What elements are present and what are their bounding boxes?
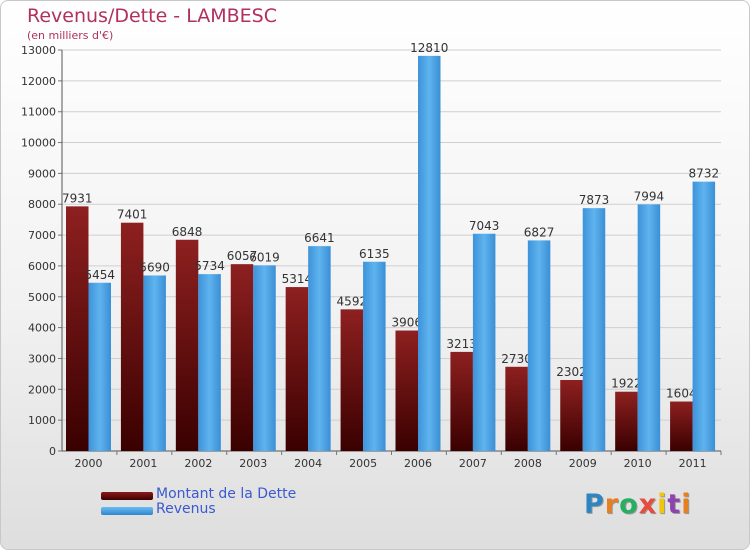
bar-revenus	[692, 181, 716, 452]
data-label-dette: 1922	[611, 377, 642, 391]
data-label-dette: 6848	[172, 225, 203, 239]
y-tick-label: 3000	[28, 352, 56, 365]
data-label-revenus: 6827	[524, 225, 555, 239]
bar-dette	[615, 391, 638, 451]
bar-revenus	[198, 274, 221, 451]
data-label-dette: 5314	[282, 272, 313, 286]
data-label-dette: 6057	[227, 249, 258, 263]
data-label-revenus: 7994	[634, 189, 665, 203]
x-tick-label: 2003	[239, 457, 267, 470]
bar-dette	[395, 330, 418, 451]
y-tick-label: 7000	[28, 229, 56, 242]
data-label-dette: 2302	[556, 365, 587, 379]
x-tick-label: 2007	[459, 457, 487, 470]
logo-letter: r	[604, 489, 620, 520]
data-label-dette: 7931	[62, 191, 93, 205]
data-label-revenus: 8732	[689, 167, 720, 181]
bar-dette	[340, 309, 364, 451]
x-tick-label: 2008	[514, 457, 542, 470]
data-label-revenus: 6641	[304, 231, 335, 245]
data-label-revenus: 12810	[410, 41, 448, 55]
y-tick-label: 1000	[28, 414, 56, 427]
logo-letter: i	[657, 489, 668, 520]
proxiti-logo: Proxiti	[584, 489, 692, 520]
y-tick-label: 8000	[28, 198, 56, 211]
bar-dette	[175, 239, 199, 451]
data-label-revenus: 7873	[579, 193, 610, 207]
y-tick-label: 5000	[28, 291, 56, 304]
y-tick-label: 4000	[28, 322, 56, 335]
logo-letter: P	[584, 489, 605, 520]
x-tick-label: 2004	[294, 457, 322, 470]
data-label-revenus: 5690	[139, 260, 170, 274]
y-tick-label: 6000	[28, 260, 56, 273]
x-tick-label: 2000	[75, 457, 103, 470]
bar-revenus	[308, 246, 331, 451]
bar-dette	[560, 379, 583, 451]
x-tick-label: 2010	[624, 457, 652, 470]
y-tick-label: 10000	[21, 137, 56, 150]
y-tick-label: 9000	[28, 167, 56, 180]
bar-dette	[285, 287, 309, 451]
logo-letter: i	[681, 489, 692, 520]
logo-letter: t	[667, 489, 682, 520]
data-label-revenus: 6135	[359, 247, 390, 261]
bar-revenus	[472, 233, 496, 451]
bar-dette	[66, 206, 89, 451]
x-tick-label: 2002	[184, 457, 212, 470]
data-label-dette: 3213	[446, 337, 477, 351]
bar-revenus	[527, 240, 551, 451]
bar-dette	[450, 351, 473, 451]
data-label-dette: 1604	[666, 387, 697, 401]
data-label-revenus: 5734	[194, 259, 225, 273]
chart-title: Revenus/Dette - LAMBESC	[27, 5, 277, 27]
y-tick-label: 0	[49, 445, 56, 458]
data-label-revenus: 7043	[469, 219, 500, 233]
y-tick-label: 11000	[21, 106, 56, 119]
data-label-revenus: 6019	[249, 250, 280, 264]
legend-label-dette: Montant de la Dette	[156, 486, 297, 502]
bar-revenus	[143, 275, 166, 451]
legend-swatch-dette	[101, 492, 153, 500]
y-tick-label: 12000	[21, 75, 56, 88]
x-tick-label: 2005	[349, 457, 377, 470]
logo-letter: x	[638, 489, 658, 520]
data-label-dette: 3906	[391, 316, 422, 330]
y-tick-label: 13000	[21, 44, 56, 57]
bar-revenus	[582, 208, 606, 451]
bar-dette	[505, 366, 528, 451]
y-tick-label: 2000	[28, 383, 56, 396]
legend-label-revenus: Revenus	[156, 501, 216, 517]
bar-dette	[670, 401, 693, 451]
chart-subtitle: (en milliers d'€)	[27, 29, 114, 42]
data-label-dette: 2730	[501, 352, 532, 366]
bar-dette	[230, 264, 254, 451]
bar-revenus	[363, 261, 386, 451]
bar-revenus	[637, 204, 661, 451]
legend-swatch-revenus	[101, 507, 153, 515]
data-label-revenus: 5454	[84, 268, 115, 282]
x-tick-label: 2001	[129, 457, 157, 470]
x-tick-label: 2011	[679, 457, 707, 470]
x-tick-label: 2009	[569, 457, 597, 470]
data-label-dette: 7401	[117, 208, 148, 222]
bar-dette	[120, 222, 144, 451]
logo-letter: o	[619, 489, 639, 520]
x-tick-label: 2006	[404, 457, 432, 470]
bar-revenus	[88, 282, 111, 451]
bar-revenus	[418, 55, 441, 451]
data-label-dette: 4592	[337, 294, 368, 308]
bar-revenus	[253, 265, 276, 451]
